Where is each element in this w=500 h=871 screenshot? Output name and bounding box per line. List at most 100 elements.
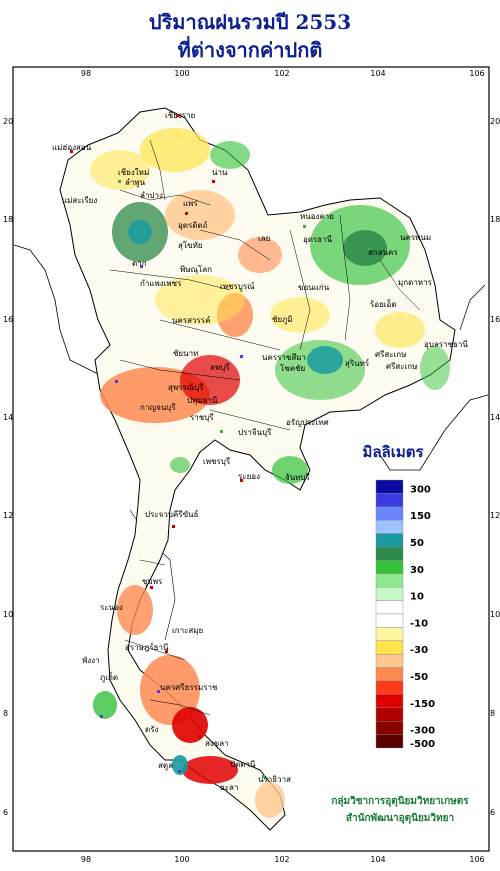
- legend-swatch: [375, 627, 404, 642]
- neighbor-border-west: [13, 244, 111, 381]
- station-markers: [70, 114, 371, 778]
- place-label: ศรีสะเกษ: [375, 350, 406, 359]
- ytick-left-6: 6: [3, 808, 8, 817]
- legend-swatch: [375, 600, 404, 615]
- legend-swatch: [375, 654, 404, 668]
- ytick-right-6: 6: [490, 808, 495, 817]
- neighbor-border-east: [379, 394, 489, 471]
- legend-swatch: [375, 640, 404, 655]
- place-label: อุบลราชธานี: [424, 340, 468, 349]
- ytick-right-16: 16: [490, 315, 500, 324]
- legend-swatch: [375, 573, 404, 588]
- place-label: ชัยนาท: [173, 349, 198, 358]
- ytick-left-12: 12: [3, 511, 13, 520]
- xtick-top-100: 100: [174, 69, 189, 78]
- place-label: ระนอง: [100, 603, 123, 612]
- province-boundaries: [109, 139, 421, 716]
- axis-labels: 98 100 102 104 106 98 100 102 104 106 20…: [3, 69, 500, 864]
- place-label: น่าน: [212, 168, 228, 177]
- legend-swatch: [375, 520, 404, 534]
- place-label: ลพบุรี: [210, 363, 230, 372]
- xtick-top-98: 98: [81, 69, 91, 78]
- place-label: นราธิวาส: [258, 775, 291, 784]
- place-label: อรัญประเทศ: [286, 418, 329, 427]
- anomaly-surface: [90, 128, 450, 818]
- legend-label: -300: [410, 726, 435, 737]
- place-label: ปราจีนบุรี: [238, 428, 272, 437]
- place-label: นครสวรรค์: [172, 315, 210, 325]
- xtick-bottom-104: 104: [370, 855, 385, 864]
- ytick-right-8: 8: [490, 709, 495, 718]
- map-title-line1: ปริมาณฝนรวมปี 2553: [148, 10, 352, 34]
- place-label: จันทบุรี: [285, 473, 311, 482]
- place-label: สงขลา: [205, 739, 229, 748]
- ytick-left-16: 16: [3, 315, 13, 324]
- legend-label: -150: [410, 699, 435, 710]
- ytick-left-8: 8: [3, 709, 8, 718]
- place-label: สกลนคร: [368, 248, 398, 257]
- legend-label: -500: [410, 739, 435, 750]
- legend-label: -50: [410, 672, 428, 683]
- place-label: กาญจนบุรี: [140, 403, 176, 412]
- place-label: โชคชัย: [280, 363, 305, 373]
- legend-swatch: [375, 479, 404, 494]
- neighbor-border-ne: [459, 284, 486, 331]
- legend-label: 150: [410, 511, 431, 522]
- place-label: ระยอง: [238, 472, 260, 481]
- station-labels: เชียงราย แม่ฮ่องสอน เชียงใหม่ ลำพูน น่าน…: [52, 111, 468, 792]
- place-label: แพร่: [183, 199, 198, 208]
- place-label: สตูล: [158, 761, 173, 771]
- legend-swatch: [375, 721, 404, 735]
- legend-swatch: [375, 667, 404, 682]
- place-label: ลำพูน: [125, 178, 146, 188]
- ytick-right-14: 14: [490, 413, 500, 422]
- place-label: เชียงราย: [165, 111, 195, 120]
- xtick-top-106: 106: [469, 69, 484, 78]
- place-label: ภูเก็ต: [100, 672, 118, 683]
- place-label: ชัยภูมิ: [272, 315, 293, 325]
- place-label: แม่ฮ่องสอน: [52, 143, 92, 152]
- ytick-right-20: 20: [490, 117, 500, 126]
- legend-label: 50: [410, 538, 424, 549]
- xtick-bottom-100: 100: [174, 855, 189, 864]
- place-label: นครศรีธรรมราช: [160, 683, 218, 692]
- credit-line2: สำนักพัฒนาอุตุนิยมวิทยา: [346, 812, 454, 824]
- legend-swatch: [375, 694, 404, 709]
- legend-swatch: [375, 533, 404, 548]
- xtick-bottom-106: 106: [469, 855, 484, 864]
- legend-swatch: [375, 680, 404, 695]
- place-label: เพชรบุรี: [203, 457, 231, 466]
- place-label: เพชรบูรณ์: [220, 281, 255, 292]
- legend-swatch: [375, 707, 404, 722]
- unit-label: มิลลิเมตร: [362, 443, 424, 461]
- place-label: พังงา: [82, 656, 100, 665]
- xtick-top-102: 102: [274, 69, 289, 78]
- place-label: ขอนแก่น: [298, 283, 330, 292]
- ytick-left-10: 10: [3, 610, 13, 619]
- color-legend: 300 150 50 30 10 -10 -30 -50 -150 -300 -500: [375, 479, 435, 750]
- legend-swatch: [375, 506, 404, 521]
- place-label: เชียงใหม่: [118, 168, 149, 177]
- place-label: อุดรธานี: [303, 235, 333, 244]
- place-label: สุราษฎร์ธานี: [125, 642, 169, 652]
- place-label: อุตรดิตถ์: [178, 220, 208, 230]
- ytick-right-12: 12: [490, 511, 500, 520]
- place-label: หนองคาย: [300, 212, 334, 221]
- credit-line1: กลุ่มวิชาการอุตุนิยมวิทยาเกษตร: [331, 795, 469, 807]
- ytick-left-14: 14: [3, 413, 13, 422]
- ytick-left-18: 18: [3, 215, 13, 224]
- place-label: ยะลา: [220, 783, 238, 792]
- legend-label: 10: [410, 592, 424, 603]
- place-label: ประจวบคีรีขันธ์: [145, 509, 199, 519]
- legend-label: -30: [410, 645, 428, 656]
- place-label: พิษณุโลก: [180, 264, 212, 274]
- place-label: แม่สะเรียง: [62, 196, 97, 205]
- place-label: ราชบุรี: [190, 413, 214, 422]
- xtick-top-104: 104: [370, 69, 385, 78]
- map-title-line2: ที่ต่างจากค่าปกติ: [177, 38, 323, 62]
- place-label: ปทุมธานี: [187, 396, 218, 405]
- place-label: ศรีสะเกษ: [386, 362, 417, 371]
- legend-swatch: [375, 560, 404, 575]
- place-label: กำแพงเพชร: [140, 279, 182, 288]
